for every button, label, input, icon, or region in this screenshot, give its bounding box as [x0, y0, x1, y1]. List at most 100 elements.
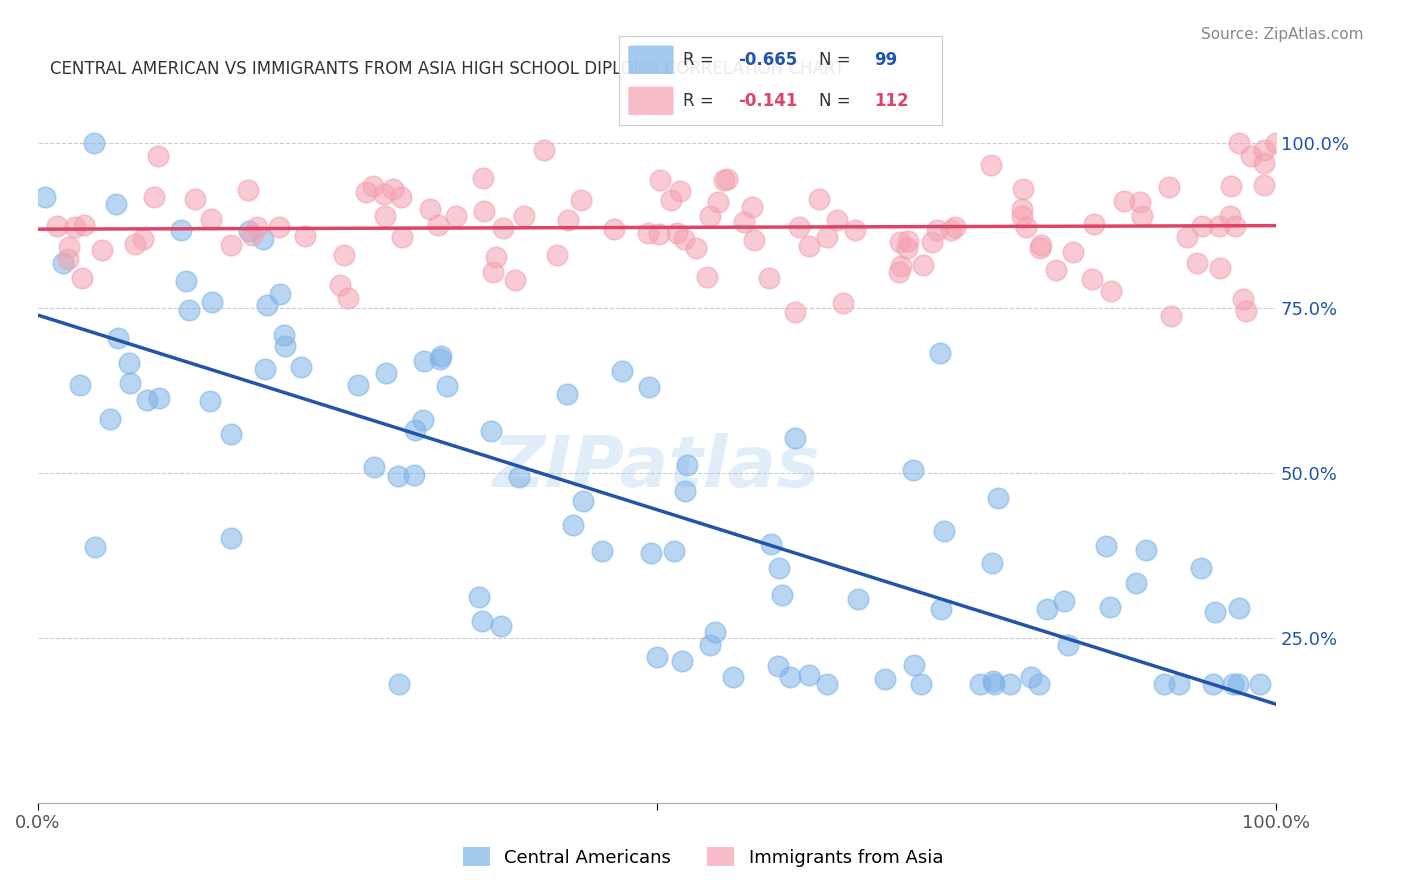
Point — [90, 243, 112, 257]
Point — [713, 172, 735, 186]
Point — [815, 230, 838, 244]
Point — [941, 223, 963, 237]
Point — [56, 252, 79, 266]
Point — [472, 204, 495, 219]
Point — [1219, 210, 1241, 224]
Point — [929, 602, 952, 616]
Point — [170, 223, 193, 237]
Point — [294, 228, 316, 243]
Point — [896, 234, 918, 248]
Point — [1209, 260, 1232, 275]
Point — [219, 427, 242, 442]
Point — [83, 136, 105, 150]
Point — [1253, 178, 1275, 192]
Point — [1265, 136, 1288, 150]
Point — [785, 431, 807, 445]
Point — [1114, 194, 1136, 208]
Point — [766, 658, 789, 673]
Point — [136, 393, 159, 408]
Point — [1157, 180, 1180, 194]
Point — [640, 546, 662, 560]
Point — [664, 544, 686, 558]
Point — [846, 592, 869, 607]
Point — [1232, 292, 1254, 306]
Point — [329, 278, 352, 293]
Text: R =: R = — [683, 92, 724, 110]
Point — [1012, 182, 1035, 196]
Point — [1240, 149, 1263, 163]
Point — [903, 657, 925, 672]
Point — [290, 359, 312, 374]
Point — [671, 654, 693, 668]
Point — [676, 458, 699, 472]
Point — [361, 179, 384, 194]
Point — [1168, 677, 1191, 691]
Point — [638, 380, 661, 394]
Text: CENTRAL AMERICAN VS IMMIGRANTS FROM ASIA HIGH SCHOOL DIPLOMA CORRELATION CHART: CENTRAL AMERICAN VS IMMIGRANTS FROM ASIA… — [51, 60, 845, 78]
Point — [561, 518, 583, 533]
Point — [412, 354, 434, 368]
Point — [986, 491, 1008, 505]
Point — [381, 182, 404, 196]
Point — [273, 327, 295, 342]
Point — [533, 143, 555, 157]
Point — [703, 624, 725, 639]
Point — [70, 270, 93, 285]
Point — [1129, 195, 1152, 210]
Point — [648, 173, 671, 187]
Point — [1125, 576, 1147, 591]
Point — [557, 212, 579, 227]
Point — [896, 241, 918, 255]
Point — [468, 590, 491, 604]
Point — [200, 393, 222, 408]
Point — [831, 296, 853, 310]
Point — [1029, 237, 1052, 252]
Point — [118, 376, 141, 390]
Point — [347, 377, 370, 392]
Point — [374, 366, 396, 380]
Point — [429, 351, 451, 366]
Point — [696, 270, 718, 285]
Point — [591, 544, 613, 558]
Text: ZIPatlas: ZIPatlas — [494, 434, 821, 502]
Point — [673, 232, 696, 246]
Point — [1219, 178, 1241, 193]
Point — [373, 187, 395, 202]
Point — [1019, 670, 1042, 684]
Point — [503, 273, 526, 287]
Point — [485, 250, 508, 264]
Point — [1249, 677, 1271, 691]
Point — [983, 677, 1005, 691]
Text: -0.665: -0.665 — [738, 51, 797, 69]
Point — [429, 349, 451, 363]
Point — [1253, 156, 1275, 170]
Point — [569, 193, 592, 207]
Point — [721, 670, 744, 684]
Point — [1036, 601, 1059, 615]
Point — [1130, 209, 1153, 223]
Point — [118, 356, 141, 370]
Point — [911, 258, 934, 272]
Point — [201, 295, 224, 310]
Point — [238, 223, 260, 237]
Point — [1253, 143, 1275, 157]
Point — [699, 638, 721, 652]
Point — [105, 197, 128, 211]
Text: R =: R = — [683, 51, 720, 69]
Point — [221, 238, 243, 252]
Point — [253, 362, 276, 376]
Point — [808, 192, 831, 206]
Point — [363, 459, 385, 474]
Point — [668, 185, 690, 199]
Point — [969, 677, 991, 691]
Point — [274, 339, 297, 353]
Point — [1095, 539, 1118, 553]
Point — [981, 674, 1004, 689]
Point — [799, 668, 821, 682]
Point — [387, 468, 409, 483]
Point — [256, 298, 278, 312]
Point — [929, 345, 952, 359]
Text: Source: ZipAtlas.com: Source: ZipAtlas.com — [1201, 27, 1364, 42]
Point — [177, 302, 200, 317]
Point — [404, 467, 426, 482]
